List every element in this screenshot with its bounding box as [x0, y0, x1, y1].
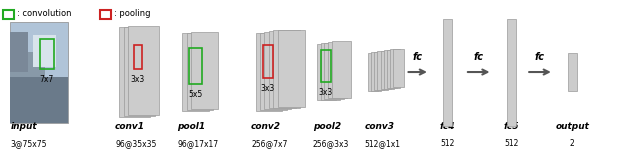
Text: input: input — [10, 122, 37, 131]
Bar — [191, 32, 218, 109]
Bar — [321, 43, 340, 100]
Bar — [10, 52, 45, 77]
Text: 5x5: 5x5 — [188, 90, 203, 99]
Bar — [374, 52, 385, 90]
Text: 256@7x7: 256@7x7 — [251, 139, 287, 148]
Bar — [269, 31, 296, 108]
Bar — [262, 45, 273, 78]
Text: 3x3: 3x3 — [131, 75, 145, 84]
Bar — [260, 33, 287, 110]
Text: 2: 2 — [570, 139, 575, 148]
Bar — [120, 27, 150, 117]
Bar — [40, 39, 54, 69]
Text: 3x3: 3x3 — [260, 84, 275, 93]
Text: 3x3: 3x3 — [319, 88, 333, 97]
Text: 512: 512 — [504, 139, 519, 148]
Text: 3@75x75: 3@75x75 — [10, 139, 47, 148]
Bar — [332, 41, 351, 98]
Bar — [328, 42, 348, 98]
Bar — [189, 48, 202, 84]
Bar — [444, 19, 452, 126]
Text: conv1: conv1 — [115, 122, 145, 131]
Text: 512@1x1: 512@1x1 — [365, 139, 401, 148]
Bar — [371, 52, 381, 91]
Bar — [278, 30, 305, 107]
Bar — [264, 32, 291, 109]
Bar — [33, 35, 56, 67]
Bar — [100, 10, 111, 19]
Bar — [387, 50, 397, 88]
Bar — [3, 10, 14, 19]
Bar — [10, 77, 68, 123]
Bar — [381, 51, 391, 89]
Text: pool1: pool1 — [177, 122, 205, 131]
Bar — [324, 43, 344, 99]
Text: 512: 512 — [440, 139, 455, 148]
Text: : pooling: : pooling — [115, 9, 151, 18]
Bar — [10, 21, 68, 123]
Bar — [321, 50, 331, 82]
Text: fc: fc — [534, 52, 545, 62]
Bar — [134, 45, 143, 69]
Bar — [124, 27, 155, 116]
Text: 96@17x17: 96@17x17 — [177, 139, 219, 148]
Text: conv3: conv3 — [365, 122, 395, 131]
Text: 256@3x3: 256@3x3 — [313, 139, 349, 148]
Text: pool2: pool2 — [313, 122, 341, 131]
Bar — [186, 33, 213, 110]
Text: fc: fc — [413, 52, 422, 62]
Bar — [390, 49, 401, 88]
Bar — [394, 49, 404, 87]
Text: conv2: conv2 — [251, 122, 281, 131]
Bar — [568, 53, 577, 91]
Text: fc4: fc4 — [440, 122, 456, 131]
Bar — [255, 33, 282, 111]
Bar — [182, 33, 209, 111]
Bar — [129, 26, 159, 115]
Text: fc5: fc5 — [504, 122, 519, 131]
Bar — [384, 50, 394, 89]
Text: output: output — [556, 122, 589, 131]
Bar — [368, 53, 378, 91]
Bar — [10, 32, 28, 72]
Text: : convolution: : convolution — [17, 9, 71, 18]
Bar — [378, 51, 388, 90]
Text: fc: fc — [474, 52, 483, 62]
Text: 7x7: 7x7 — [40, 75, 54, 84]
Text: 96@35x35: 96@35x35 — [115, 139, 156, 148]
Bar — [317, 44, 336, 100]
Bar — [507, 19, 516, 126]
Bar — [273, 30, 300, 108]
